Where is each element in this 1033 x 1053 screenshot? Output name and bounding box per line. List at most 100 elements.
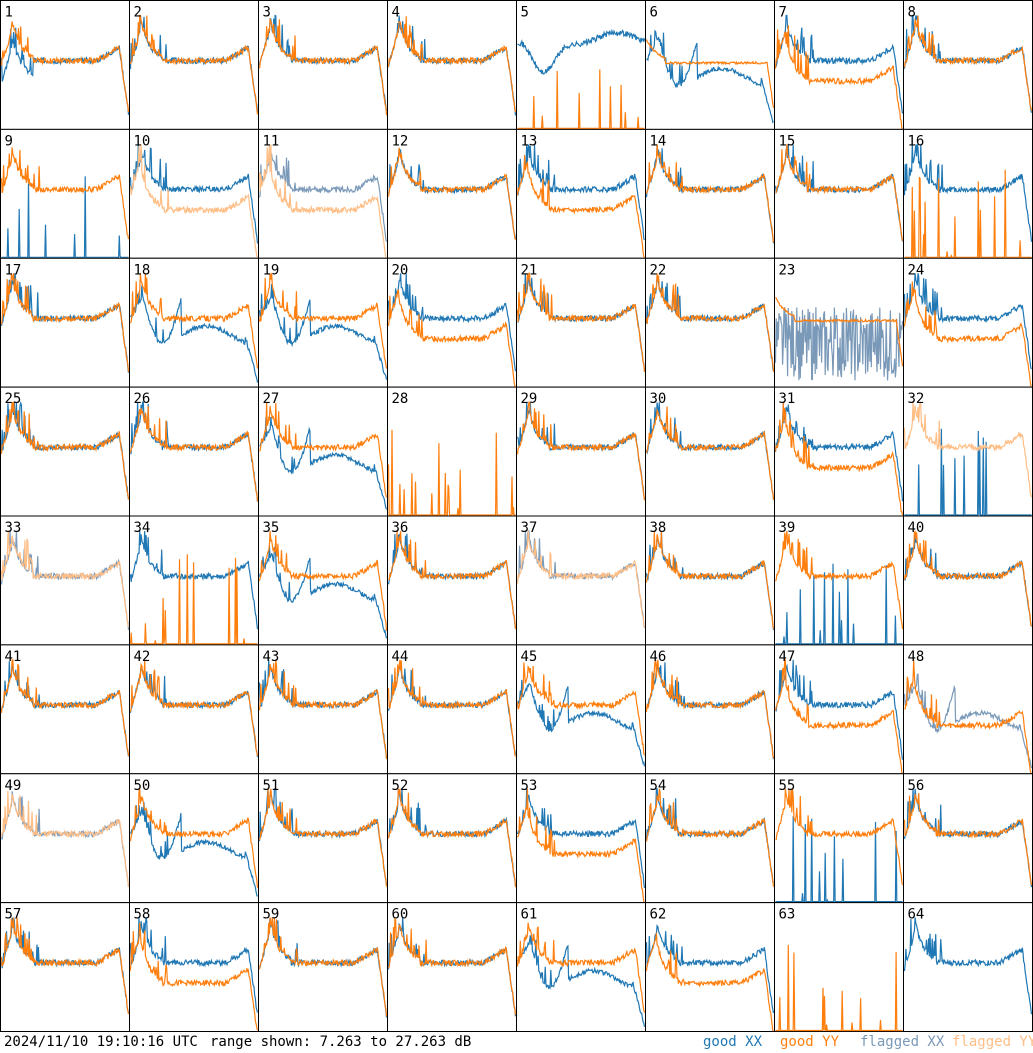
panel-18: 18 xyxy=(129,257,259,388)
series-yy xyxy=(645,144,775,243)
series-xx xyxy=(903,144,1033,242)
panel-label: 28 xyxy=(392,391,409,407)
panel-20: 20 xyxy=(387,257,517,388)
panel-60: 60 xyxy=(387,902,517,1032)
panel-label: 4 xyxy=(392,5,400,21)
series-yy xyxy=(258,144,387,258)
series-yy xyxy=(516,154,645,258)
panel-9: 9 xyxy=(0,128,130,259)
panel-4: 4 xyxy=(387,0,517,130)
series-yy xyxy=(0,530,130,628)
panel-label: 23 xyxy=(779,262,796,278)
series-yy xyxy=(645,530,775,629)
panel-frame xyxy=(645,128,775,259)
panel-64: 64 xyxy=(903,902,1033,1032)
series-xx xyxy=(129,802,259,897)
panel-label: 36 xyxy=(392,520,409,536)
series-yy xyxy=(258,659,388,760)
panel-frame xyxy=(129,644,259,775)
panel-41: 41 xyxy=(0,644,130,775)
legend-flagged-xx: flagged XX xyxy=(860,1034,945,1050)
panel-label: 10 xyxy=(134,133,151,149)
panel-frame xyxy=(0,773,130,904)
series-yy xyxy=(258,530,388,631)
timestamp: 2024/11/10 19:10:16 UTC xyxy=(4,1034,198,1050)
panel-frame xyxy=(774,0,904,130)
panel-30: 30 xyxy=(645,386,775,517)
series-yy xyxy=(387,917,517,1016)
legend-good-yy: good YY xyxy=(780,1034,840,1050)
panel-frame xyxy=(516,644,646,775)
series-yy xyxy=(129,788,259,888)
panel-frame xyxy=(0,386,130,517)
legend-flagged-yy: flagged YY xyxy=(952,1034,1033,1050)
series-xx xyxy=(903,917,1033,1015)
panel-label: 22 xyxy=(650,262,667,278)
series-xx xyxy=(516,788,646,888)
series-yy xyxy=(774,659,903,774)
panel-54: 54 xyxy=(645,773,775,904)
panel-23: 23 xyxy=(774,257,904,388)
series-xx xyxy=(516,679,646,767)
panel-label: 64 xyxy=(908,907,925,923)
panel-frame xyxy=(645,257,775,388)
panel-1: 1 xyxy=(0,0,130,130)
panel-frame xyxy=(774,128,904,259)
panel-44: 44 xyxy=(387,644,517,775)
panel-label: 58 xyxy=(134,907,151,923)
panel-32: 32 xyxy=(903,386,1033,517)
panel-61: 61 xyxy=(516,902,646,1032)
panel-label: 62 xyxy=(650,907,667,923)
panel-label: 1 xyxy=(5,5,13,21)
panel-frame xyxy=(0,644,130,775)
panel-label: 41 xyxy=(5,649,22,665)
panel-48: 48 xyxy=(903,644,1033,775)
series-yy xyxy=(387,147,517,240)
series-xx xyxy=(645,276,775,372)
panel-11: 11 xyxy=(258,128,388,259)
series-yy xyxy=(387,788,517,888)
panel-10: 10 xyxy=(129,128,259,259)
series-yy xyxy=(0,273,130,372)
panel-63: 63 xyxy=(774,902,904,1032)
panel-label: 54 xyxy=(650,778,667,794)
series-yy xyxy=(903,15,1033,112)
panel-5: 5 xyxy=(516,0,646,130)
series-xx xyxy=(775,659,904,760)
panel-12: 12 xyxy=(387,128,517,259)
panel-6: 6 xyxy=(645,0,775,130)
series-yy xyxy=(387,16,517,112)
panel-frame xyxy=(903,386,1033,517)
panel-frame xyxy=(258,902,388,1032)
series-xx xyxy=(774,307,904,381)
panel-label: 29 xyxy=(521,391,538,407)
panel-label: 59 xyxy=(263,907,280,923)
panel-58: 58 xyxy=(129,902,259,1032)
panel-34: 34 xyxy=(129,515,259,646)
panel-label: 7 xyxy=(779,5,787,21)
panel-label: 19 xyxy=(263,262,280,278)
panel-label: 24 xyxy=(908,262,925,278)
panel-label: 42 xyxy=(134,649,151,665)
panel-label: 27 xyxy=(263,391,280,407)
panel-24: 24 xyxy=(903,257,1033,388)
panel-label: 45 xyxy=(521,649,538,665)
series-xx xyxy=(387,273,517,372)
series-yy xyxy=(0,21,130,113)
panel-26: 26 xyxy=(129,386,259,517)
panel-37: 37 xyxy=(516,515,646,646)
panel-8: 8 xyxy=(903,0,1033,130)
series-yy xyxy=(129,14,259,115)
panel-40: 40 xyxy=(903,515,1033,646)
series-yy xyxy=(258,917,388,1017)
series-yy xyxy=(516,272,646,373)
panel-35: 35 xyxy=(258,515,388,646)
series-yy xyxy=(0,659,130,757)
panel-frame xyxy=(0,515,130,646)
series-yy xyxy=(0,917,130,1015)
series-yy xyxy=(129,144,259,258)
series-yy xyxy=(774,25,903,129)
panel-28: 28 xyxy=(387,386,517,517)
panel-frame xyxy=(516,257,646,388)
panel-2: 2 xyxy=(129,0,259,130)
